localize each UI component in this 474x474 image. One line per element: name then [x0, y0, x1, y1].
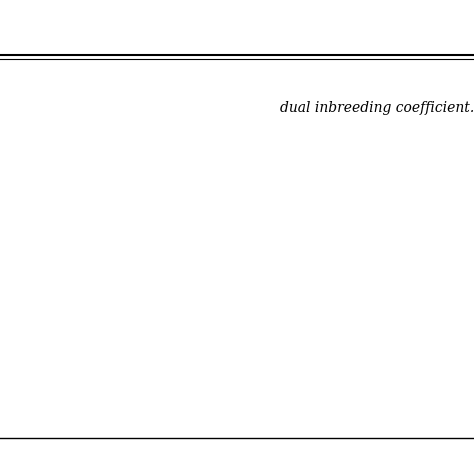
Text: dual inbreeding coefficient.: dual inbreeding coefficient.: [280, 101, 474, 115]
